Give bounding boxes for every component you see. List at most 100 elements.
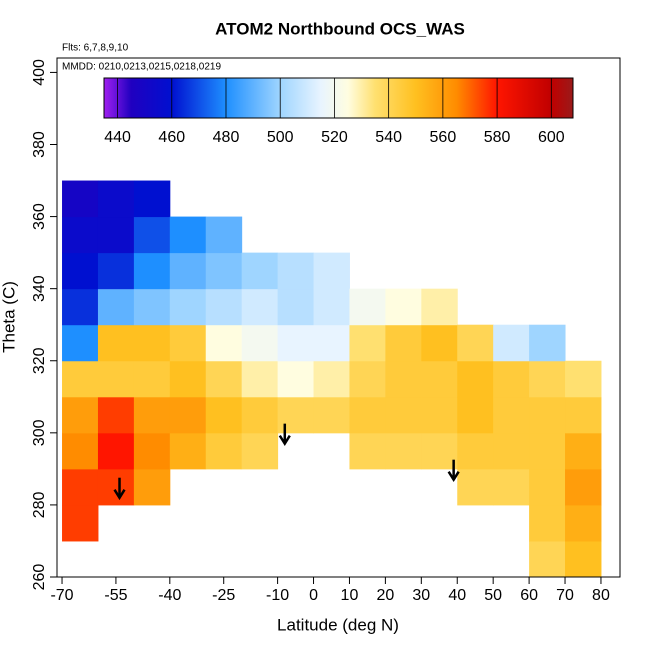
heatmap-cell — [457, 432, 494, 470]
heatmap-cell — [493, 396, 530, 434]
heatmap-cell — [241, 432, 279, 470]
x-tick-label: -10 — [266, 587, 289, 604]
heatmap-cell — [421, 396, 458, 434]
colorbar — [103, 77, 574, 119]
x-tick-label: 70 — [556, 587, 574, 604]
colorbar-tick-label: 540 — [375, 129, 402, 146]
x-tick-label: 30 — [412, 587, 430, 604]
heatmap-cell — [205, 324, 243, 362]
heatmap-cell — [313, 324, 350, 362]
heatmap-cell — [169, 252, 207, 290]
heatmap-cell — [493, 360, 530, 398]
arrow-head — [278, 434, 291, 447]
heatmap-cell — [277, 324, 315, 362]
heatmap-cell — [385, 396, 422, 434]
heatmap-cell — [565, 360, 602, 398]
arrow — [113, 477, 126, 501]
heatmap-cell — [421, 432, 458, 470]
heatmap-cell — [529, 504, 566, 542]
heatmap-cell — [169, 396, 207, 434]
heatmap-cell — [62, 468, 99, 506]
heatmap-cell — [529, 360, 566, 398]
heatmap-cell — [97, 180, 135, 218]
heatmap-cell — [205, 216, 243, 254]
heatmap-cell — [529, 396, 566, 434]
heatmap-cell — [421, 288, 458, 326]
heatmap-cell — [169, 432, 207, 470]
heatmap-cell — [97, 468, 135, 506]
heatmap-cell — [62, 504, 99, 542]
heatmap-cell — [457, 324, 494, 362]
x-tick-label: 50 — [484, 587, 502, 604]
heatmap-cell — [241, 288, 279, 326]
heatmap-cell — [277, 252, 315, 290]
heatmap-cell — [169, 288, 207, 326]
plot-frame — [56, 57, 621, 578]
heatmap-cell — [457, 396, 494, 434]
colorbar-tick-label: 480 — [213, 129, 240, 146]
y-tick-label: 320 — [31, 347, 48, 374]
heatmap-cell — [277, 288, 315, 326]
heatmap-cell — [97, 252, 135, 290]
x-tick-label: 80 — [592, 587, 610, 604]
arrow — [447, 459, 460, 483]
heatmap-cell — [133, 288, 171, 326]
heatmap-cell — [241, 252, 279, 290]
annotation: MMDD: 0210,0213,0215,0218,0219 — [62, 62, 221, 73]
heatmap-cell — [133, 180, 171, 218]
arrow-head — [113, 489, 126, 501]
y-tick-label: 280 — [31, 491, 48, 518]
heatmap-cell — [313, 360, 350, 398]
heatmap-cell — [62, 252, 99, 290]
heatmap-cell — [97, 324, 135, 362]
x-tick-label: 40 — [448, 587, 466, 604]
heatmap-cell — [97, 288, 135, 326]
heatmap-cell — [205, 432, 243, 470]
heatmap-cell — [565, 504, 602, 542]
heatmap-cell — [205, 360, 243, 398]
heatmap-cell — [529, 432, 566, 470]
heatmap-cell — [385, 432, 422, 470]
heatmap-cell — [313, 252, 350, 290]
heatmap-cell — [421, 324, 458, 362]
x-axis-label: Latitude (deg N) — [277, 615, 399, 634]
heatmap-cell — [313, 288, 350, 326]
colorbar-tick-label: 520 — [321, 129, 348, 146]
colorbar-tick-label: 580 — [484, 129, 511, 146]
heatmap-cell — [62, 216, 99, 254]
heatmap-cell — [133, 468, 171, 506]
chart-title: ATOM2 Northbound OCS_WAS — [215, 19, 465, 38]
arrow — [278, 423, 291, 447]
x-tick-label: -55 — [104, 587, 127, 604]
heatmap-cell — [565, 468, 602, 506]
x-tick-label: -40 — [158, 587, 181, 604]
x-tick-label: 60 — [520, 587, 538, 604]
x-tick-label: -70 — [50, 587, 73, 604]
heatmap-cell — [241, 396, 279, 434]
heatmap-cell — [169, 324, 207, 362]
heatmap-cell — [97, 432, 135, 470]
heatmap-cell — [133, 396, 171, 434]
heatmap-cell — [313, 396, 350, 434]
heatmap-cell — [62, 324, 99, 362]
colorbar-tick-label: 600 — [538, 129, 565, 146]
heatmap-cell — [421, 360, 458, 398]
heatmap-cell — [529, 324, 566, 362]
y-tick-label: 360 — [31, 203, 48, 230]
heatmap-cell — [565, 540, 602, 578]
y-tick-label: 260 — [31, 564, 48, 591]
heatmap-cell — [133, 252, 171, 290]
heatmap-cell — [97, 396, 135, 434]
heatmap-cell — [205, 288, 243, 326]
heatmap-cell — [62, 360, 99, 398]
heatmap-cell — [62, 288, 99, 326]
heatmap-cell — [133, 324, 171, 362]
y-tick-label: 340 — [31, 275, 48, 302]
heatmap-cell — [97, 216, 135, 254]
colorbar-tick-label: 500 — [267, 129, 294, 146]
heatmap-cell — [529, 540, 566, 578]
heatmap-cell — [169, 216, 207, 254]
heatmap-cell — [565, 396, 602, 434]
heatmap-cell — [62, 432, 99, 470]
